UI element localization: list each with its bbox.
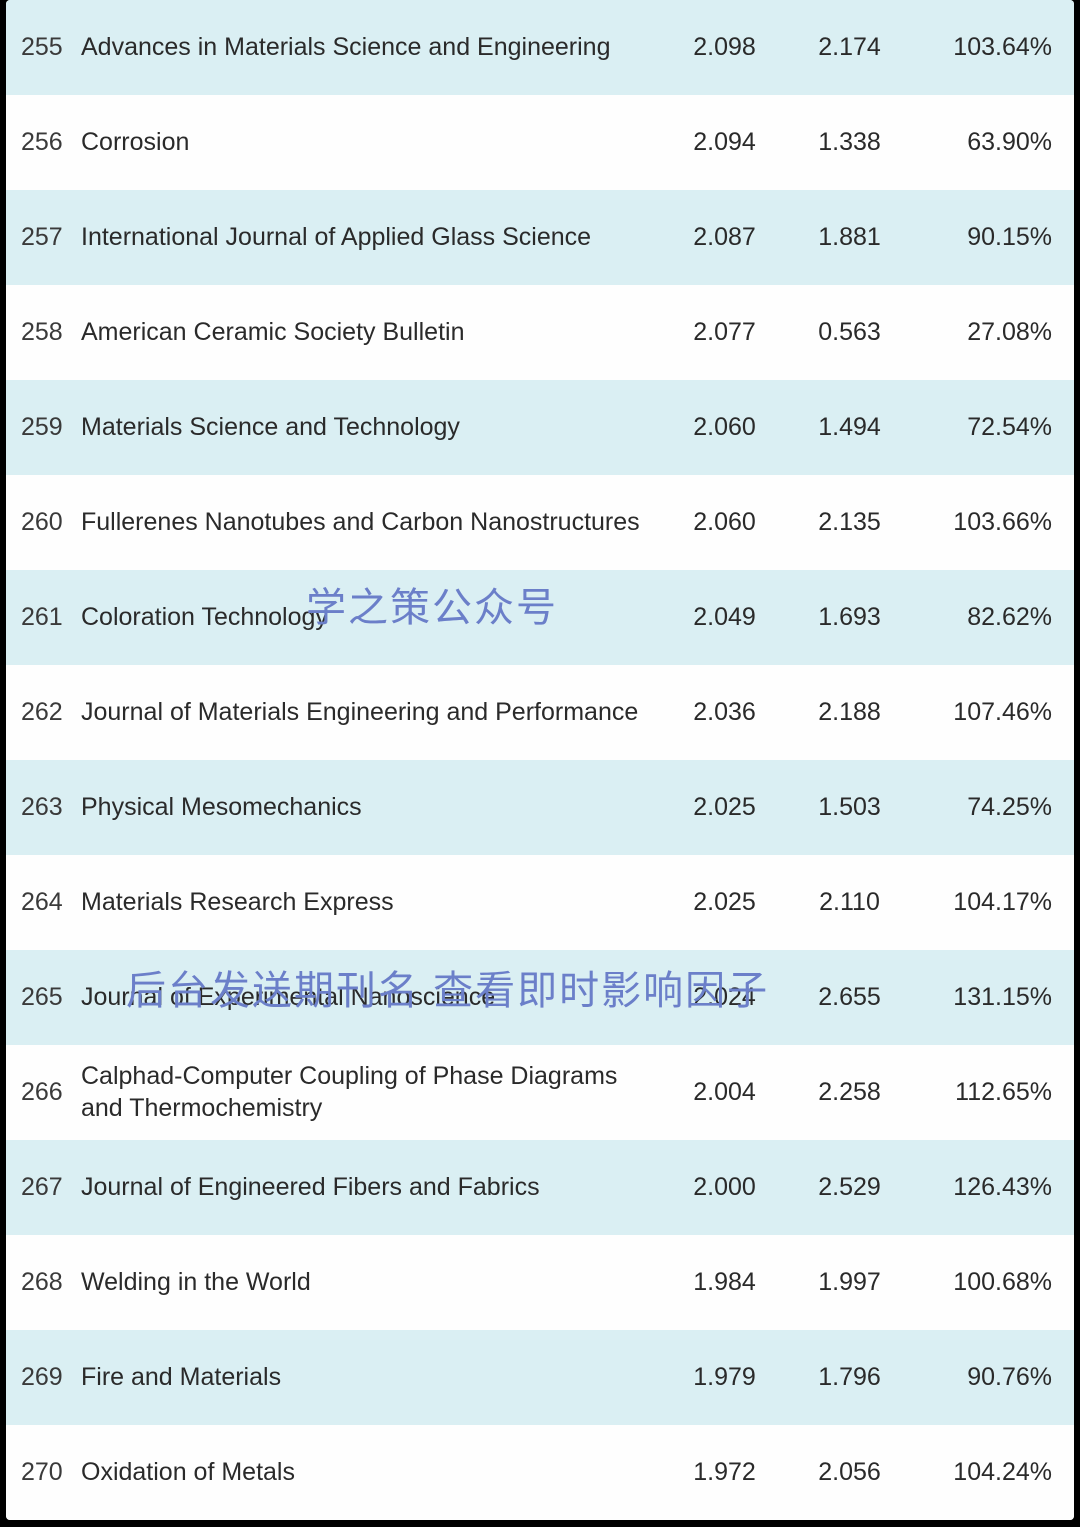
value2-cell: 1.693 xyxy=(787,603,912,632)
rank-cell: 255 xyxy=(21,33,81,62)
value1-cell: 1.972 xyxy=(662,1458,787,1487)
value1-cell: 1.979 xyxy=(662,1363,787,1392)
value1-cell: 2.049 xyxy=(662,603,787,632)
percent-cell: 63.90% xyxy=(912,128,1052,157)
table-row: 257International Journal of Applied Glas… xyxy=(6,190,1074,285)
title-cell: Fullerenes Nanotubes and Carbon Nanostru… xyxy=(81,507,662,538)
table-row: 267Journal of Engineered Fibers and Fabr… xyxy=(6,1140,1074,1235)
table-row: 260Fullerenes Nanotubes and Carbon Nanos… xyxy=(6,475,1074,570)
percent-cell: 90.76% xyxy=(912,1363,1052,1392)
value1-cell: 2.094 xyxy=(662,128,787,157)
percent-cell: 100.68% xyxy=(912,1268,1052,1297)
value2-cell: 1.997 xyxy=(787,1268,912,1297)
value2-cell: 2.655 xyxy=(787,983,912,1012)
percent-cell: 126.43% xyxy=(912,1173,1052,1202)
rank-cell: 256 xyxy=(21,128,81,157)
title-cell: Welding in the World xyxy=(81,1267,662,1298)
title-cell: Journal of Engineered Fibers and Fabrics xyxy=(81,1172,662,1203)
percent-cell: 131.15% xyxy=(912,983,1052,1012)
value1-cell: 2.036 xyxy=(662,698,787,727)
title-cell: Advances in Materials Science and Engine… xyxy=(81,32,662,63)
title-cell: Calphad-Computer Coupling of Phase Diagr… xyxy=(81,1061,662,1124)
rank-cell: 265 xyxy=(21,983,81,1012)
value1-cell: 2.024 xyxy=(662,983,787,1012)
percent-cell: 27.08% xyxy=(912,318,1052,347)
title-cell: Corrosion xyxy=(81,127,662,158)
percent-cell: 107.46% xyxy=(912,698,1052,727)
table-row: 270Oxidation of Metals1.9722.056104.24% xyxy=(6,1425,1074,1520)
rank-cell: 267 xyxy=(21,1173,81,1202)
value2-cell: 2.056 xyxy=(787,1458,912,1487)
table-row: 265Journal of Experimental Nanoscience2.… xyxy=(6,950,1074,1045)
rank-cell: 263 xyxy=(21,793,81,822)
title-cell: Oxidation of Metals xyxy=(81,1457,662,1488)
title-cell: American Ceramic Society Bulletin xyxy=(81,317,662,348)
table-row: 255Advances in Materials Science and Eng… xyxy=(6,0,1074,95)
table-row: 256Corrosion2.0941.33863.90% xyxy=(6,95,1074,190)
rank-cell: 258 xyxy=(21,318,81,347)
value2-cell: 1.338 xyxy=(787,128,912,157)
journal-table: 255Advances in Materials Science and Eng… xyxy=(6,0,1074,1520)
title-cell: Coloration Technology xyxy=(81,602,662,633)
percent-cell: 90.15% xyxy=(912,223,1052,252)
title-cell: Journal of Experimental Nanoscience xyxy=(81,982,662,1013)
table-row: 262Journal of Materials Engineering and … xyxy=(6,665,1074,760)
percent-cell: 74.25% xyxy=(912,793,1052,822)
percent-cell: 104.24% xyxy=(912,1458,1052,1487)
table-row: 268Welding in the World1.9841.997100.68% xyxy=(6,1235,1074,1330)
title-cell: Physical Mesomechanics xyxy=(81,792,662,823)
table-row: 264Materials Research Express2.0252.1101… xyxy=(6,855,1074,950)
value1-cell: 2.000 xyxy=(662,1173,787,1202)
value1-cell: 2.077 xyxy=(662,318,787,347)
title-cell: International Journal of Applied Glass S… xyxy=(81,222,662,253)
title-cell: Materials Science and Technology xyxy=(81,412,662,443)
value1-cell: 2.087 xyxy=(662,223,787,252)
title-cell: Journal of Materials Engineering and Per… xyxy=(81,697,662,728)
value1-cell: 1.984 xyxy=(662,1268,787,1297)
rank-cell: 270 xyxy=(21,1458,81,1487)
value2-cell: 2.188 xyxy=(787,698,912,727)
value1-cell: 2.098 xyxy=(662,33,787,62)
value1-cell: 2.025 xyxy=(662,888,787,917)
table-row: 261Coloration Technology2.0491.69382.62% xyxy=(6,570,1074,665)
rank-cell: 257 xyxy=(21,223,81,252)
value1-cell: 2.060 xyxy=(662,508,787,537)
value1-cell: 2.025 xyxy=(662,793,787,822)
value2-cell: 2.258 xyxy=(787,1078,912,1107)
rank-cell: 264 xyxy=(21,888,81,917)
value1-cell: 2.060 xyxy=(662,413,787,442)
value1-cell: 2.004 xyxy=(662,1078,787,1107)
title-cell: Materials Research Express xyxy=(81,887,662,918)
rank-cell: 259 xyxy=(21,413,81,442)
table-row: 263Physical Mesomechanics2.0251.50374.25… xyxy=(6,760,1074,855)
value2-cell: 1.796 xyxy=(787,1363,912,1392)
rank-cell: 262 xyxy=(21,698,81,727)
value2-cell: 2.110 xyxy=(787,888,912,917)
percent-cell: 82.62% xyxy=(912,603,1052,632)
percent-cell: 72.54% xyxy=(912,413,1052,442)
rank-cell: 269 xyxy=(21,1363,81,1392)
percent-cell: 112.65% xyxy=(912,1078,1052,1107)
table-row: 269Fire and Materials1.9791.79690.76% xyxy=(6,1330,1074,1425)
title-cell: Fire and Materials xyxy=(81,1362,662,1393)
value2-cell: 2.174 xyxy=(787,33,912,62)
table-row: 259Materials Science and Technology2.060… xyxy=(6,380,1074,475)
rank-cell: 268 xyxy=(21,1268,81,1297)
rank-cell: 266 xyxy=(21,1078,81,1107)
value2-cell: 1.494 xyxy=(787,413,912,442)
value2-cell: 1.503 xyxy=(787,793,912,822)
value2-cell: 0.563 xyxy=(787,318,912,347)
value2-cell: 1.881 xyxy=(787,223,912,252)
value2-cell: 2.529 xyxy=(787,1173,912,1202)
table-row: 258American Ceramic Society Bulletin2.07… xyxy=(6,285,1074,380)
percent-cell: 103.66% xyxy=(912,508,1052,537)
table-row: 266Calphad-Computer Coupling of Phase Di… xyxy=(6,1045,1074,1140)
percent-cell: 104.17% xyxy=(912,888,1052,917)
rank-cell: 260 xyxy=(21,508,81,537)
percent-cell: 103.64% xyxy=(912,33,1052,62)
rank-cell: 261 xyxy=(21,603,81,632)
value2-cell: 2.135 xyxy=(787,508,912,537)
